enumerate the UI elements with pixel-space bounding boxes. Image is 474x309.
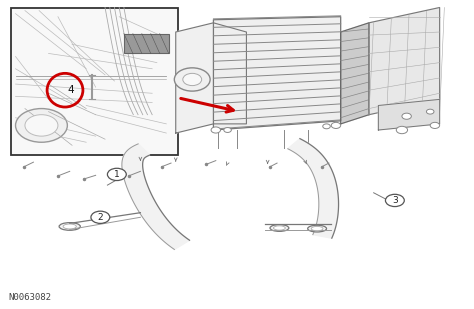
Ellipse shape: [308, 225, 327, 232]
Circle shape: [91, 211, 110, 223]
Polygon shape: [369, 7, 439, 115]
Text: 1: 1: [114, 170, 120, 179]
Circle shape: [402, 113, 411, 119]
Circle shape: [430, 122, 439, 129]
Circle shape: [174, 68, 210, 91]
Polygon shape: [288, 139, 338, 238]
Polygon shape: [122, 144, 190, 249]
Bar: [11, 7, 178, 154]
Circle shape: [211, 127, 220, 133]
Circle shape: [323, 124, 330, 129]
Polygon shape: [213, 17, 341, 130]
Text: 3: 3: [392, 196, 398, 205]
Text: 4: 4: [67, 85, 74, 95]
Circle shape: [108, 168, 126, 180]
Polygon shape: [378, 99, 439, 130]
Ellipse shape: [311, 226, 323, 231]
Ellipse shape: [273, 226, 285, 230]
Circle shape: [331, 122, 341, 129]
Circle shape: [427, 109, 434, 114]
Ellipse shape: [270, 225, 289, 231]
Polygon shape: [176, 23, 246, 133]
Text: N0063082: N0063082: [9, 293, 52, 302]
Ellipse shape: [59, 222, 80, 230]
Bar: [124, 34, 169, 53]
Ellipse shape: [63, 224, 76, 229]
Circle shape: [16, 108, 67, 142]
Circle shape: [385, 194, 404, 206]
Circle shape: [25, 115, 58, 136]
Polygon shape: [341, 23, 369, 124]
Circle shape: [396, 126, 408, 134]
Circle shape: [224, 128, 231, 133]
Circle shape: [183, 73, 201, 86]
Text: 2: 2: [98, 213, 103, 222]
